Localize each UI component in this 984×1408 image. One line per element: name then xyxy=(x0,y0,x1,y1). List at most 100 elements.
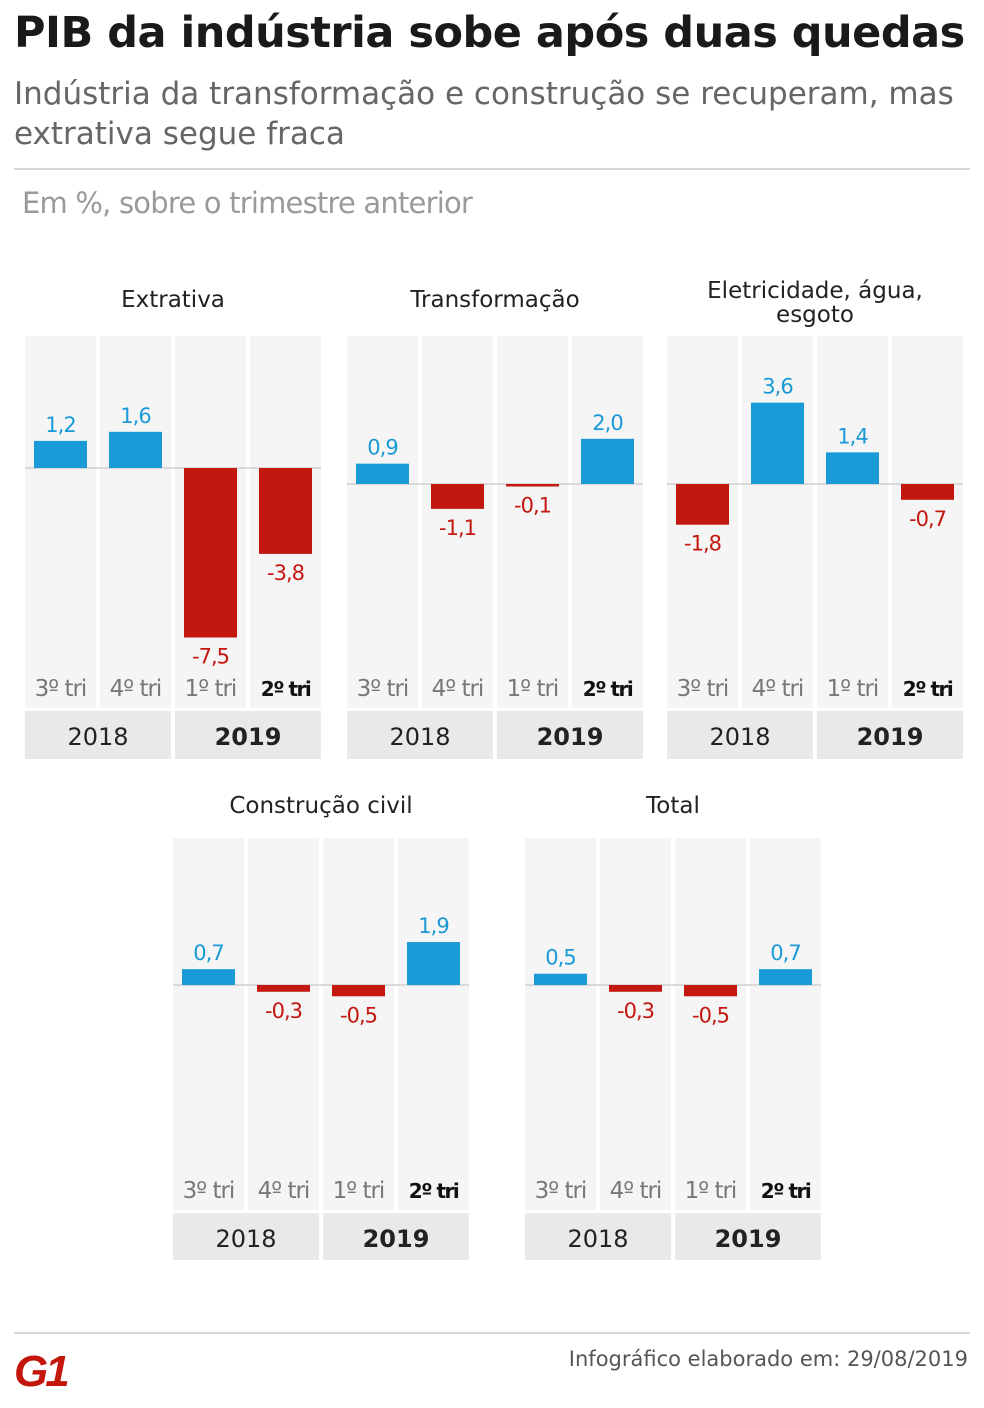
data-label: 0,5 xyxy=(545,946,575,970)
data-label: -0,5 xyxy=(340,1003,377,1027)
column-background xyxy=(600,838,671,1210)
tick-label: 2º tri xyxy=(261,677,311,701)
tick-label: 2º tri xyxy=(583,677,633,701)
chart-title: Transformação xyxy=(409,287,579,313)
g1-logo-text: G1 xyxy=(14,1350,68,1390)
chart-title: Construção civil xyxy=(229,793,412,819)
data-label: 1,2 xyxy=(45,413,75,437)
data-label: 0,7 xyxy=(770,941,800,965)
column-background xyxy=(100,336,171,708)
column-background xyxy=(742,336,813,708)
year-label: 2019 xyxy=(537,723,604,751)
year-box xyxy=(497,711,643,759)
tick-label: 4º tri xyxy=(610,1178,662,1204)
bar xyxy=(826,452,879,484)
footer-credit: Infográfico elaborado em: 29/08/2019 xyxy=(568,1347,968,1371)
page-subtitle: Indústria da transformação e construção … xyxy=(14,76,954,152)
data-label: -1,8 xyxy=(684,532,721,556)
data-label: -0,1 xyxy=(514,494,551,518)
bar xyxy=(609,985,662,992)
chart-panel-2: Transformação 0,9 -1,1 -0,1 2,0 3º tri 4º tri 1… xyxy=(347,287,643,759)
data-label: 0,9 xyxy=(367,436,397,460)
year-box xyxy=(525,1213,671,1260)
chart-title: Total xyxy=(645,793,700,819)
header-divider xyxy=(14,168,970,170)
chart-panel-1: Extrativa 1,2 1,6 -7,5 -3,8 3º tri 4º tri 1º tr… xyxy=(25,287,321,759)
data-label: -0,7 xyxy=(909,507,946,531)
bar xyxy=(259,468,312,554)
data-label: 0,7 xyxy=(193,941,223,965)
data-label: -1,1 xyxy=(439,516,476,540)
data-label: 1,9 xyxy=(418,914,448,938)
column-background xyxy=(422,336,493,708)
tick-label: 4º tri xyxy=(110,676,162,702)
year-label: 2018 xyxy=(215,1225,276,1253)
tick-label: 2º tri xyxy=(409,1179,459,1203)
bar xyxy=(684,985,737,997)
bar xyxy=(182,969,235,985)
year-label: 2019 xyxy=(857,723,924,751)
tick-label: 2º tri xyxy=(903,677,953,701)
column-background xyxy=(675,838,746,1210)
tick-label: 4º tri xyxy=(752,676,804,702)
year-label: 2018 xyxy=(709,723,770,751)
bar xyxy=(184,468,237,638)
data-label: 2,0 xyxy=(592,411,622,435)
tick-label: 1º tri xyxy=(507,676,559,702)
year-box xyxy=(175,711,321,759)
bar xyxy=(759,969,812,985)
chart-panel-5: Total 0,5 -0,3 -0,5 0,7 3º tri 4º tri 1º tri 2º … xyxy=(525,793,821,1260)
chart-title: esgoto xyxy=(776,302,854,328)
chart-title: Extrativa xyxy=(121,287,225,313)
column-background xyxy=(497,336,568,708)
data-label: 1,4 xyxy=(837,424,868,448)
year-box xyxy=(667,711,813,759)
unit-note: Em %, sobre o trimestre anterior xyxy=(22,186,473,220)
data-label: -3,8 xyxy=(267,561,304,585)
bar xyxy=(751,402,804,484)
column-background xyxy=(750,838,821,1210)
tick-label: 3º tri xyxy=(535,1178,587,1204)
column-background xyxy=(248,838,319,1210)
bar xyxy=(676,484,729,525)
data-label: -0,3 xyxy=(265,999,302,1023)
year-label: 2018 xyxy=(389,723,450,751)
tick-label: 1º tri xyxy=(185,676,237,702)
tick-label: 3º tri xyxy=(35,676,87,702)
column-background xyxy=(572,336,643,708)
data-label: -0,3 xyxy=(617,999,654,1023)
bar xyxy=(581,438,634,484)
column-background xyxy=(173,838,244,1210)
bar xyxy=(34,440,87,468)
bar xyxy=(901,484,954,500)
column-background xyxy=(525,838,596,1210)
column-background xyxy=(817,336,888,708)
page-title: PIB da indústria sobe após duas quedas xyxy=(14,8,965,58)
bar xyxy=(332,985,385,997)
year-box xyxy=(817,711,963,759)
year-box xyxy=(173,1213,319,1260)
tick-label: 1º tri xyxy=(685,1178,737,1204)
year-label: 2019 xyxy=(715,1225,782,1253)
year-box xyxy=(25,711,171,759)
chart-panel-3: Eletricidade, água,esgoto -1,8 3,6 1,4 -0,7 3… xyxy=(667,278,963,759)
tick-label: 3º tri xyxy=(357,676,409,702)
year-box xyxy=(323,1213,469,1260)
bar xyxy=(257,985,310,992)
bar xyxy=(431,484,484,509)
column-background xyxy=(398,838,469,1210)
column-background xyxy=(25,336,96,708)
chart-title: Eletricidade, água, xyxy=(707,278,923,304)
bar xyxy=(506,484,559,487)
tick-label: 1º tri xyxy=(333,1178,385,1204)
bar xyxy=(407,942,460,985)
column-background xyxy=(323,838,394,1210)
tick-label: 1º tri xyxy=(827,676,879,702)
tick-label: 3º tri xyxy=(677,676,729,702)
year-label: 2018 xyxy=(567,1225,628,1253)
tick-label: 4º tri xyxy=(432,676,484,702)
footer-divider xyxy=(14,1332,970,1334)
tick-label: 3º tri xyxy=(183,1178,235,1204)
bar xyxy=(534,973,587,985)
tick-label: 2º tri xyxy=(761,1179,811,1203)
